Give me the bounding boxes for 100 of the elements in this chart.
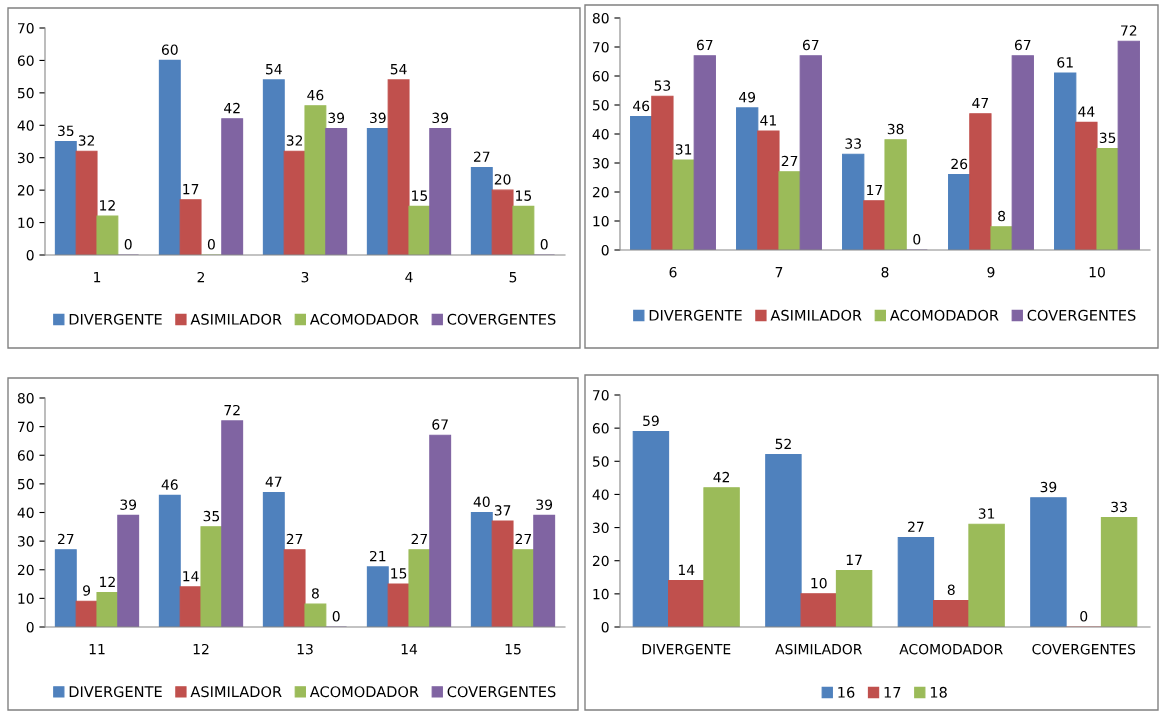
data-label: 8: [311, 588, 319, 599]
x-tick-label: 6: [669, 266, 677, 278]
data-label: 31: [675, 144, 692, 155]
y-tick-label: 70: [18, 421, 34, 433]
data-label: 32: [286, 135, 303, 146]
legend-label: COVERGENTES: [447, 686, 556, 698]
data-label: 44: [1078, 106, 1095, 117]
data-label: 10: [811, 577, 827, 589]
data-label: 35: [58, 125, 74, 137]
y-tick-label: 60: [592, 423, 609, 434]
x-tick-label: 12: [193, 643, 209, 655]
y-tick-label: 70: [593, 41, 609, 53]
x-tick-label: 2: [197, 271, 205, 283]
y-tick-label: 40: [592, 128, 609, 140]
y-tick-label: 10: [593, 215, 609, 227]
data-label: 67: [432, 419, 448, 430]
data-label: 0: [124, 239, 132, 250]
data-label: 17: [846, 554, 862, 565]
data-label: 61: [1057, 57, 1073, 68]
x-tick-label: 3: [301, 271, 309, 283]
data-label: 0: [913, 234, 921, 245]
y-tick-label: 30: [592, 157, 609, 169]
data-label: 42: [224, 102, 240, 114]
data-label: 8: [998, 210, 1006, 222]
legend-label: ACOMODADOR: [309, 686, 419, 698]
data-label: 0: [207, 239, 215, 250]
data-label: 27: [515, 533, 532, 545]
data-label: 53: [654, 80, 671, 91]
y-tick-label: 70: [18, 22, 34, 34]
y-tick-label: 30: [592, 522, 609, 534]
y-tick-label: 50: [17, 87, 34, 99]
legend-label: ACOMODADOR: [309, 313, 419, 325]
data-label: 31: [978, 508, 995, 519]
data-label: 39: [328, 112, 345, 124]
data-label: 14: [183, 571, 199, 582]
data-label: 9: [83, 585, 91, 596]
x-tick-label: 11: [89, 644, 105, 655]
y-tick-label: 70: [593, 389, 609, 401]
y-tick-label: 60: [592, 70, 609, 82]
y-tick-label: 0: [601, 244, 609, 256]
legend-label: DIVERGENTE: [69, 686, 162, 698]
data-label: 0: [540, 239, 548, 250]
legend-label: ASIMILADOR: [190, 313, 282, 325]
legend-label: DIVERGENTE: [649, 309, 742, 321]
x-tick-label: 4: [405, 272, 413, 283]
data-label: 54: [266, 64, 282, 75]
data-label: 60: [161, 44, 178, 55]
data-label: 0: [1080, 611, 1088, 622]
data-label: 35: [1099, 132, 1116, 144]
legend-label: COVERGENTES: [447, 313, 556, 325]
data-label: 0: [332, 611, 340, 622]
x-tick-label: ACOMODADOR: [899, 643, 1003, 655]
x-tick-label: 10: [1089, 266, 1105, 278]
y-tick-label: 20: [592, 555, 609, 567]
y-tick-label: 60: [17, 55, 34, 66]
x-tick-label: 14: [401, 644, 418, 655]
x-tick-label: 7: [775, 267, 783, 278]
legend-label: 18: [930, 686, 947, 698]
data-label: 52: [775, 438, 791, 450]
y-tick-label: 50: [17, 478, 34, 490]
y-tick-label: 80: [17, 392, 34, 404]
data-label: 12: [100, 200, 115, 211]
y-tick-label: 0: [601, 621, 609, 633]
data-label: 38: [887, 123, 904, 135]
y-tick-label: 10: [593, 588, 609, 600]
x-tick-label: 8: [881, 266, 889, 278]
legend-label: DIVERGENTE: [69, 313, 162, 325]
data-label: 59: [643, 415, 659, 426]
x-tick-label: 9: [987, 266, 995, 278]
y-tick-label: 0: [26, 249, 34, 261]
x-tick-label: 5: [509, 272, 517, 283]
data-label: 27: [286, 533, 303, 545]
data-label: 27: [411, 533, 428, 545]
data-label: 17: [867, 184, 883, 196]
y-tick-label: 50: [592, 99, 609, 111]
y-tick-label: 50: [592, 456, 609, 467]
data-label: 15: [516, 190, 532, 201]
y-tick-label: 20: [17, 564, 34, 576]
data-label: 67: [802, 39, 819, 51]
x-tick-label: 1: [94, 272, 101, 283]
data-label: 15: [412, 190, 428, 201]
data-label: 72: [224, 404, 240, 416]
data-label: 42: [713, 471, 730, 483]
x-tick-label: DIVERGENTE: [642, 643, 731, 655]
data-label: 46: [633, 100, 650, 112]
data-label: 20: [494, 174, 511, 185]
y-tick-label: 40: [17, 120, 34, 131]
data-label: 54: [390, 64, 407, 75]
data-label: 67: [696, 39, 713, 51]
legend-label: COVERGENTES: [1027, 309, 1136, 321]
data-label: 39: [370, 112, 386, 124]
data-label: 72: [1121, 25, 1137, 36]
x-tick-label: 15: [505, 644, 521, 655]
data-label: 27: [781, 155, 798, 167]
y-tick-label: 0: [26, 621, 34, 633]
data-label: 17: [183, 184, 199, 195]
data-label: 39: [536, 499, 553, 510]
data-label: 33: [845, 138, 861, 149]
data-label: 32: [78, 135, 95, 146]
y-tick-label: 40: [17, 507, 34, 518]
